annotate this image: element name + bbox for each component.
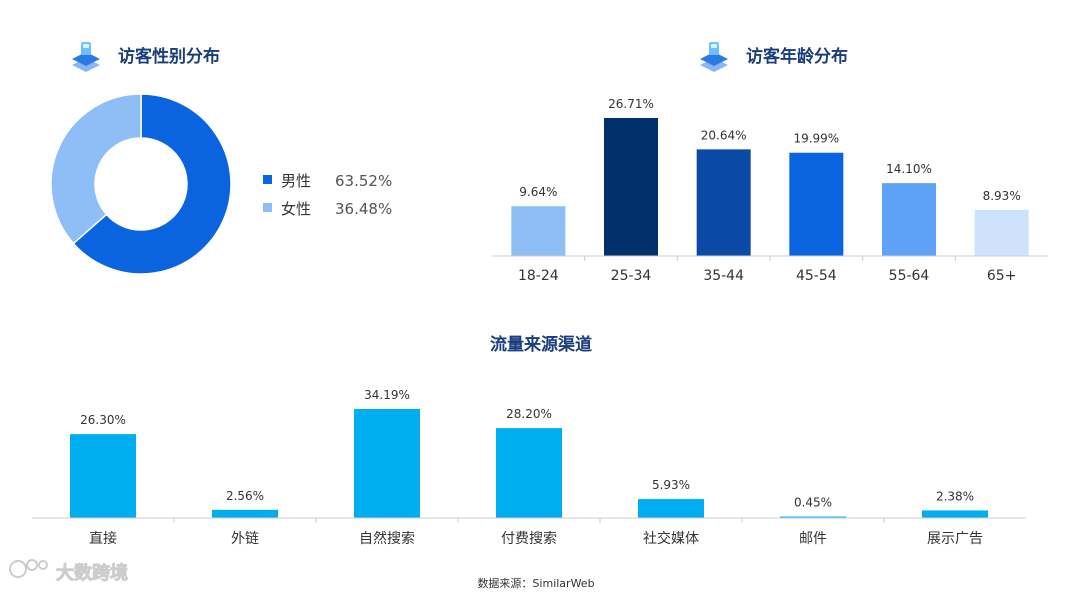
gender-chart-title: 访客性别分布	[118, 46, 220, 67]
traffic-bar-value-1: 2.56%	[226, 489, 264, 503]
gender-legend: 男性 63.52% 女性 36.48%	[263, 172, 392, 218]
age-bar-35-44	[696, 149, 751, 256]
legend-value-female: 36.48%	[335, 200, 392, 218]
traffic-bar-value-5: 0.45%	[794, 496, 832, 510]
traffic-bar-value-0: 26.30%	[80, 413, 126, 427]
traffic-tick-label-6: 展示广告	[927, 531, 983, 547]
traffic-bar-value-4: 5.93%	[652, 478, 690, 492]
traffic-bar-1	[212, 509, 278, 518]
legend-label-male: 男性	[281, 172, 311, 190]
stacked-layers-icon	[72, 42, 100, 72]
traffic-bar-6	[922, 510, 988, 518]
age-chart: 访客年龄分布 9.64% 18-24 26.71% 25-34 20.64% 35-44 1…	[492, 42, 1048, 284]
age-bar-value-35-44: 20.64%	[701, 128, 747, 142]
traffic-bar-5	[780, 516, 846, 518]
age-bar-value-18-24: 9.64%	[519, 185, 557, 199]
gender-donut	[50, 93, 232, 275]
traffic-bar-value-6: 2.38%	[936, 489, 974, 503]
brand-logo-icon	[9, 559, 48, 578]
traffic-tick-label-3: 付费搜索	[501, 530, 557, 547]
traffic-bar-value-3: 28.20%	[506, 407, 552, 421]
donut-slice-female	[50, 93, 142, 245]
donut-slice-male	[72, 93, 232, 275]
traffic-tick-label-1: 外链	[231, 531, 259, 547]
age-bar-value-45-54: 19.99%	[793, 132, 839, 146]
traffic-bars: 26.30% 直接 2.56% 外链 34.19% 自然搜索 28.20% 付费搜索 5.93%…	[70, 388, 988, 547]
traffic-bar-0	[70, 434, 136, 518]
traffic-bar-value-2: 34.19%	[364, 388, 410, 402]
legend-value-male: 63.52%	[335, 172, 392, 190]
age-bar-25-34	[604, 118, 658, 256]
age-chart-title: 访客年龄分布	[746, 46, 848, 67]
watermark-text: 大数跨境	[56, 562, 128, 584]
legend-label-female: 女性	[281, 200, 311, 218]
watermark: 大数跨境	[9, 559, 128, 584]
traffic-tick-label-0: 直接	[89, 530, 117, 547]
age-tick-label-45-54: 45-54	[796, 268, 837, 284]
traffic-chart-title: 流量来源渠道	[490, 334, 592, 355]
age-tick-label-65: 65+	[987, 268, 1017, 284]
age-bars: 9.64% 18-24 26.71% 25-34 20.64% 35-44 19.99% 45…	[511, 97, 1029, 284]
data-source-note: 数据来源：SimilarWeb	[477, 576, 594, 590]
traffic-bar-4	[638, 499, 704, 518]
age-bar-65	[974, 209, 1029, 256]
age-bar-value-65: 8.93%	[983, 189, 1021, 203]
legend-swatch-female	[263, 203, 272, 212]
age-tick-label-25-34: 25-34	[611, 268, 652, 284]
stacked-layers-icon	[700, 42, 728, 72]
age-bar-45-54	[789, 152, 844, 256]
age-bar-18-24	[511, 206, 566, 256]
traffic-bar-3	[496, 428, 562, 518]
age-bar-value-55-64: 14.10%	[886, 162, 932, 176]
traffic-bar-2	[354, 409, 420, 518]
age-tick-label-35-44: 35-44	[703, 268, 744, 284]
age-bar-55-64	[882, 183, 936, 256]
gender-chart: 访客性别分布 男性 63.52% 女性 36.48%	[50, 42, 392, 275]
traffic-chart: 流量来源渠道 26.30% 直接 2.56% 外链 34.19% 自然搜索 28.20% 付费…	[32, 334, 1026, 547]
age-tick-label-55-64: 55-64	[889, 268, 930, 284]
legend-swatch-male	[263, 175, 272, 184]
age-bar-value-25-34: 26.71%	[608, 97, 654, 111]
traffic-tick-label-5: 邮件	[799, 531, 827, 547]
age-tick-label-18-24: 18-24	[518, 268, 559, 284]
traffic-tick-label-4: 社交媒体	[643, 530, 699, 547]
traffic-tick-label-2: 自然搜索	[359, 530, 415, 547]
